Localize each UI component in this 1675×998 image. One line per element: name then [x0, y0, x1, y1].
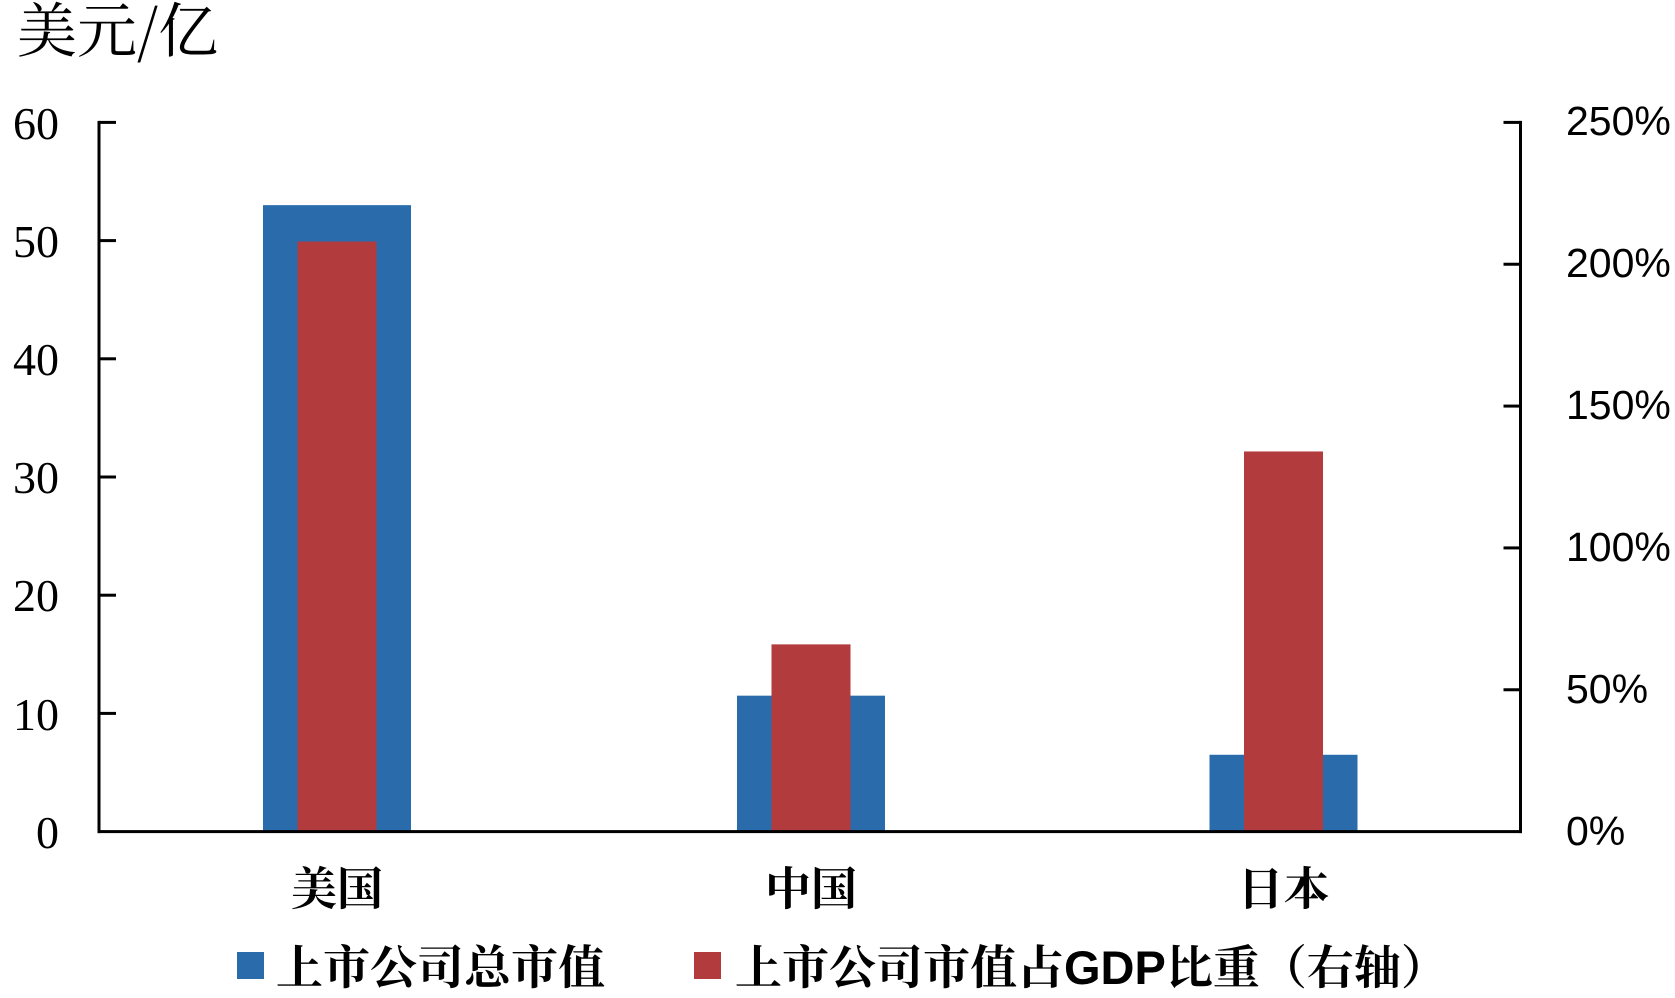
- y-axis-right-tick-label: 50%: [1566, 665, 1649, 712]
- y-axis-right-tick: [1503, 120, 1521, 124]
- left-axis-unit-title: 美元/亿: [17, 0, 219, 70]
- y-axis-left-tick-label: 20: [13, 570, 59, 622]
- x-axis-category-label: 中国: [765, 853, 857, 919]
- y-axis-right-tick: [1503, 404, 1521, 408]
- x-axis-category-label: 日本: [1237, 853, 1330, 919]
- y-axis-left-tick: [99, 593, 116, 597]
- legend-label-gdp-ratio: 上市公司市值占GDP比重（右轴）: [735, 931, 1448, 998]
- bar-gdp-ratio-0: [297, 241, 377, 833]
- y-axis-right-tick-label: 250%: [1566, 98, 1671, 145]
- legend-swatch-red-icon: [694, 951, 721, 979]
- y-axis-right-tick: [1503, 546, 1521, 550]
- x-axis-line: [97, 830, 1522, 834]
- y-axis-left-tick: [99, 711, 116, 715]
- y-axis-left-tick: [99, 239, 116, 243]
- bar-gdp-ratio-1: [771, 644, 851, 833]
- legend: 上市公司总市值 上市公司市值占GDP比重（右轴）: [237, 941, 1448, 989]
- y-axis-right-tick-label: 100%: [1566, 523, 1671, 570]
- y-axis-left-tick-label: 30: [13, 452, 59, 504]
- y-axis-left-tick-label: 40: [13, 334, 59, 385]
- legend-swatch-blue-icon: [237, 951, 264, 979]
- y-axis-left-tick: [99, 475, 116, 479]
- y-axis-left-tick-label: 50: [13, 215, 59, 267]
- y-axis-left-tick-label: 0: [36, 806, 59, 858]
- legend-item-total-market-cap: 上市公司总市值: [237, 941, 605, 989]
- y-axis-right-line: [1519, 120, 1522, 834]
- y-axis-right-tick-label: 150%: [1566, 382, 1671, 429]
- y-axis-left-tick: [99, 357, 116, 361]
- x-axis-category-label: 美国: [291, 853, 383, 919]
- y-axis-right-tick-label: 200%: [1566, 240, 1671, 287]
- legend-label-total-market-cap: 上市公司总市值: [276, 931, 605, 998]
- y-axis-left-tick-label: 10: [13, 688, 59, 740]
- y-axis-right-tick: [1503, 262, 1521, 266]
- y-axis-left-tick-label: 60: [13, 97, 59, 149]
- y-axis-right-tick: [1503, 688, 1521, 692]
- y-axis-right-tick-label: 0%: [1566, 807, 1626, 854]
- legend-item-gdp-ratio: 上市公司市值占GDP比重（右轴）: [694, 941, 1448, 989]
- y-axis-left-tick: [99, 120, 116, 124]
- bar-gdp-ratio-2: [1244, 451, 1323, 833]
